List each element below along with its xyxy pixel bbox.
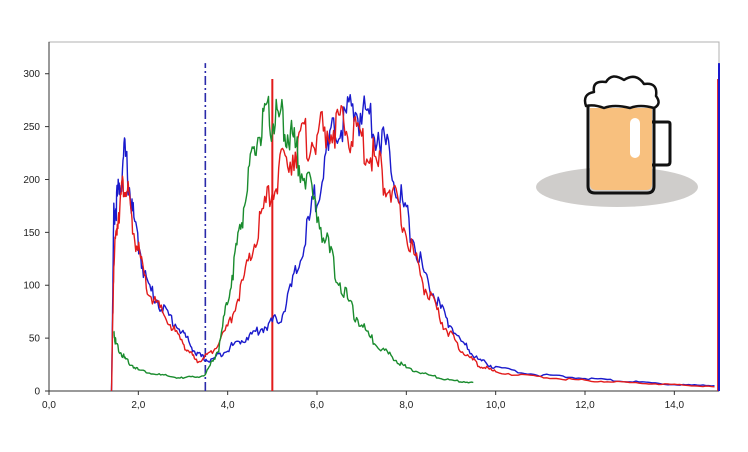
x-tick-label: 0,0 [42,400,56,411]
mug-handle [652,120,672,167]
mug-glass [586,98,656,195]
x-tick-label: 4,0 [221,400,235,411]
series-layer [110,93,715,392]
series-line [113,95,474,384]
glass-highlight [630,118,640,158]
y-tick-label: 50 [29,334,41,345]
x-tick-label: 2,0 [131,400,145,411]
beer-foam [583,75,660,110]
beer-liquid [590,108,652,190]
x-tick-label: 10,0 [486,400,506,411]
y-tick-label: 150 [23,228,40,239]
x-tick-label: 14,0 [665,400,685,411]
y-tick-label: 250 [23,122,40,133]
y-axis: 0 50 100 150 200 250 300 [23,42,50,398]
x-tick-label: 12,0 [575,400,595,411]
series-line [110,104,715,392]
y-tick-label: 200 [23,175,40,186]
x-axis: 0,0 2,0 4,0 6,0 8,0 10,0 12,0 14,0 [42,390,719,411]
beer-mug-icon [536,75,698,207]
x-tick-label: 8,0 [399,400,413,411]
y-tick-label: 100 [23,281,40,292]
y-tick-label: 300 [23,69,40,80]
y-tick-label: 0 [34,387,40,398]
x-tick-label: 6,0 [310,400,324,411]
series-line [110,93,715,392]
